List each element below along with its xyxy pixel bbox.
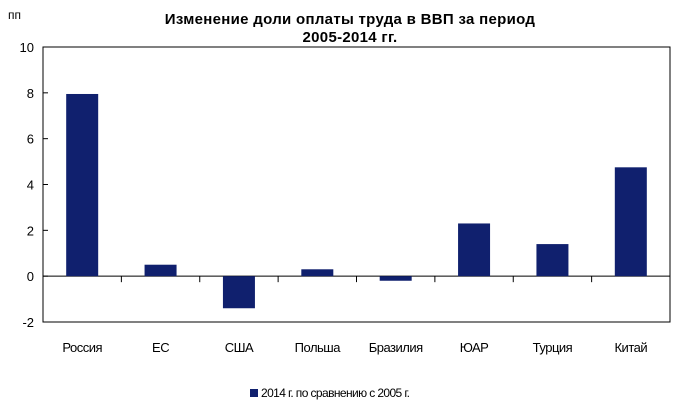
bar <box>536 244 569 277</box>
legend-label: 2014 г. по сравнению с 2005 г. <box>261 386 410 400</box>
y-tick-label: 8 <box>27 86 34 101</box>
y-tick-label: -2 <box>22 315 34 330</box>
chart-title-line1: Изменение доли оплаты труда в ВВП за пер… <box>165 11 536 28</box>
y-axis: -2 0 2 4 6 8 10 <box>20 40 48 330</box>
category-label: Бразилия <box>369 340 423 355</box>
y-tick-label: 6 <box>27 132 34 147</box>
y-tick-label: 0 <box>27 269 34 284</box>
category-label: ЕС <box>152 340 169 355</box>
legend: 2014 г. по сравнению с 2005 г. <box>250 386 410 400</box>
bar <box>379 276 412 281</box>
bar <box>222 276 255 309</box>
bar <box>614 167 647 277</box>
category-label: ЮАР <box>460 340 489 355</box>
category-label: Китай <box>614 340 647 355</box>
chart-title-line2: 2005-2014 гг. <box>303 29 398 46</box>
bar <box>301 269 334 277</box>
bar <box>458 223 491 277</box>
y-tick-label: 2 <box>27 223 34 238</box>
category-label: Польша <box>295 340 342 355</box>
bar <box>144 264 177 277</box>
category-labels: Россия ЕС США Польша Бразилия ЮАР Турция Китай <box>62 340 647 355</box>
bar <box>66 93 99 277</box>
category-label: США <box>225 340 254 355</box>
category-label: Россия <box>62 340 102 355</box>
y-axis-unit-label: пп <box>8 8 21 22</box>
x-axis <box>43 275 670 283</box>
legend-swatch <box>250 389 258 397</box>
y-tick-label: 4 <box>27 178 34 193</box>
bar-series <box>66 93 647 309</box>
y-tick-label: 10 <box>20 40 34 55</box>
category-label: Турция <box>533 340 573 355</box>
